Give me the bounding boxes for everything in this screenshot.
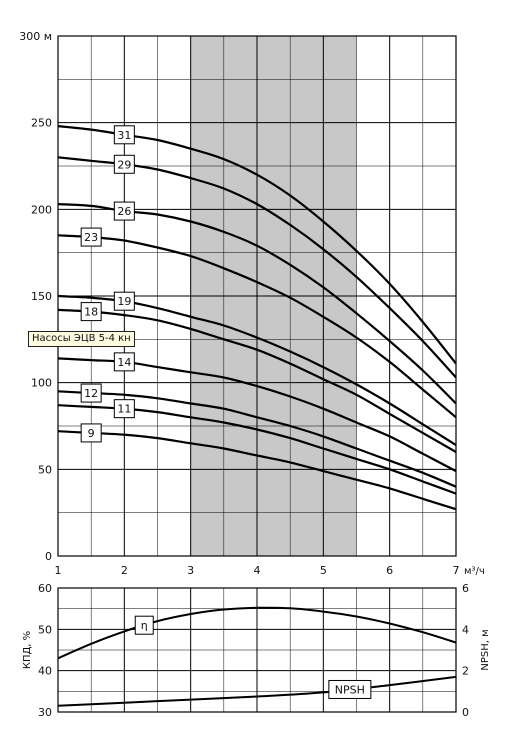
curve-label: 11	[117, 403, 131, 416]
curve-label-box	[113, 154, 135, 174]
y-tick-label: 50	[38, 463, 52, 476]
efficiency-npsh-chart: 30 40 50 60 0 2 4 6 КПД, % NPSH, м η NPSH	[22, 582, 491, 719]
y-tick-label: 100	[31, 377, 52, 390]
curve-label: 23	[84, 231, 98, 244]
curve-label-box	[113, 201, 135, 221]
x-tick-label: 7	[453, 564, 460, 577]
curve-label-box	[134, 615, 154, 635]
curve-label: 18	[84, 306, 98, 319]
head-curve-23	[57, 234, 457, 419]
curve-label: η	[141, 619, 148, 632]
x-unit-label: м³/ч	[464, 566, 485, 577]
curve-label: 31	[117, 129, 131, 142]
y2-axis-label: NPSH, м	[480, 629, 491, 670]
x-tick-label: 3	[187, 564, 194, 577]
curve-label-box	[113, 125, 135, 145]
curve-label-box	[80, 302, 102, 322]
y2-tick-label: 0	[462, 706, 469, 719]
y-tick-label: 150	[31, 290, 52, 303]
y-tick-label: 50	[38, 623, 52, 636]
y-tick-label: 250	[31, 117, 52, 130]
y-axis-label: КПД, %	[22, 631, 33, 669]
x-tick-label: 1	[55, 564, 62, 577]
curve-label-box	[113, 399, 135, 419]
x-tick-label: 4	[254, 564, 261, 577]
y2-tick-label: 4	[462, 623, 469, 636]
y-tick-label: 200	[31, 203, 52, 216]
y-tick-label: 40	[38, 665, 52, 678]
curve-label-box	[80, 423, 102, 443]
curve-label: 12	[84, 387, 98, 400]
y-tick-label: 0	[45, 550, 52, 563]
y2-tick-label: 6	[462, 582, 469, 595]
y-tick-label: 30	[38, 706, 52, 719]
y2-tick-label: 2	[462, 665, 469, 678]
curve-label: 9	[88, 427, 95, 440]
x-tick-label: 2	[121, 564, 128, 577]
curve-label: NPSH	[335, 683, 365, 696]
curve-label: 19	[117, 295, 131, 308]
head-curve-9	[57, 430, 457, 511]
curve-label: 14	[117, 356, 131, 369]
x-tick-label: 6	[386, 564, 393, 577]
plot-frame	[57, 587, 457, 713]
curve-efficiency	[57, 606, 457, 660]
pump-series-tooltip: Насосы ЭЦВ 5-4 кн	[28, 331, 135, 347]
curve-label: 29	[117, 158, 131, 171]
curve-label-box	[80, 227, 102, 247]
curve-label: 26	[117, 205, 131, 218]
curve-npsh	[57, 675, 457, 707]
y-tick-label: 300 м	[19, 30, 52, 43]
curve-label-box	[113, 291, 135, 311]
curve-label-box	[113, 352, 135, 372]
head-curve-12	[57, 390, 457, 488]
curve-label-box	[80, 383, 102, 403]
x-tick-label: 5	[320, 564, 327, 577]
curve-label-box	[328, 679, 372, 699]
head-curve-18	[57, 308, 457, 453]
y-tick-label: 60	[38, 582, 52, 595]
